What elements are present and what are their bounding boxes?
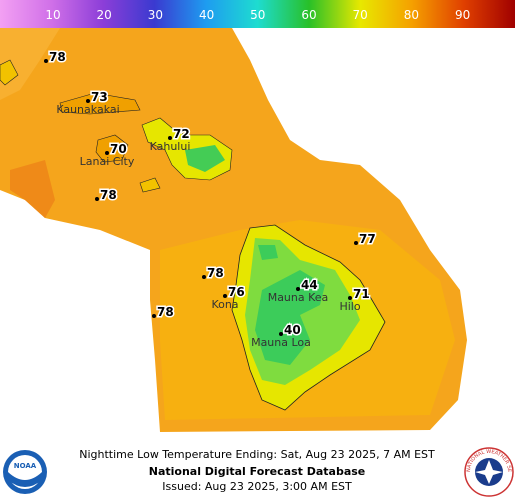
station-dot xyxy=(202,275,206,279)
place-name: Kona xyxy=(211,298,238,311)
haleakala xyxy=(185,145,225,172)
island-kahoolawe xyxy=(139,177,161,193)
temperature-value: 78 xyxy=(100,188,117,202)
color-bar-label: 10 xyxy=(45,8,60,22)
station-dot xyxy=(95,197,99,201)
place-name: Mauna Loa xyxy=(251,336,311,349)
noaa-text: NOAA xyxy=(14,462,37,470)
place-name: Lanai City xyxy=(80,155,135,168)
temperature-value: 78 xyxy=(49,50,66,64)
color-bar-label: 90 xyxy=(455,8,470,22)
color-bar-label: 80 xyxy=(404,8,419,22)
color-bar-label: 30 xyxy=(148,8,163,22)
temperature-value: 78 xyxy=(207,266,224,280)
station-dot xyxy=(44,59,48,63)
station-dot xyxy=(152,314,156,318)
place-name: Kahului xyxy=(150,140,191,153)
source: National Digital Forecast Database xyxy=(149,465,366,478)
station-dot xyxy=(348,296,352,300)
station-dot xyxy=(168,136,172,140)
island xyxy=(0,59,19,86)
kohala xyxy=(258,245,278,260)
temperature-value: 76 xyxy=(228,285,245,299)
temperature-value: 44 xyxy=(301,278,318,292)
color-bar-label: 20 xyxy=(97,8,112,22)
island-molokai xyxy=(59,92,141,115)
issued: Issued: Aug 23 2025, 3:00 AM EST xyxy=(162,480,352,493)
place-name: Mauna Kea xyxy=(268,291,329,304)
summits xyxy=(255,270,325,365)
color-bar-label: 40 xyxy=(199,8,214,22)
color-bar xyxy=(0,0,515,28)
temperature-value: 40 xyxy=(284,323,301,337)
color-bar-label: 70 xyxy=(353,8,368,22)
temperature-value: 70 xyxy=(110,142,127,156)
temperature-value: 73 xyxy=(91,90,108,104)
station-dot xyxy=(296,287,300,291)
temperature-value: 71 xyxy=(353,287,370,301)
color-bar-labels: 10 20 30 40 50 60 70 80 90 xyxy=(45,8,470,22)
color-bar-label: 50 xyxy=(250,8,265,22)
station-dot xyxy=(223,294,227,298)
station-dot xyxy=(105,151,109,155)
island-lanai xyxy=(95,134,129,163)
station-dot xyxy=(86,99,90,103)
place-name: Hilo xyxy=(339,300,360,313)
ocean-light xyxy=(0,28,60,100)
map-title: Nighttime Low Temperature Ending: Sat, A… xyxy=(79,448,435,461)
color-bar-label: 60 xyxy=(301,8,316,22)
place-name: Kaunakakai xyxy=(56,103,119,116)
noaa-logo: NOAA xyxy=(3,450,47,494)
temperature-value: 72 xyxy=(173,127,190,141)
temperature-value: 78 xyxy=(157,305,174,319)
temperature-value: 77 xyxy=(359,232,376,246)
ocean-warm xyxy=(10,160,55,218)
station-dot xyxy=(354,241,358,245)
station-dot xyxy=(279,332,283,336)
